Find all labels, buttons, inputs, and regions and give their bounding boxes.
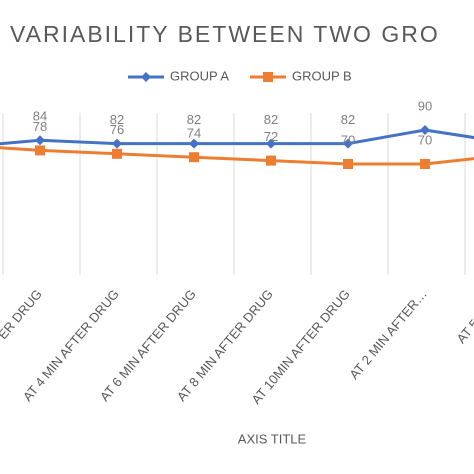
point	[343, 138, 353, 149]
point	[112, 148, 122, 159]
x-axis-title: AXIS TITLE	[238, 431, 307, 446]
data-label: 82	[110, 112, 124, 127]
x-tick-label: AT 2 MIN AFTER…	[346, 286, 430, 382]
chart-title: VARIABILITY BETWEEN TWO GRO	[10, 21, 440, 47]
point	[35, 135, 45, 146]
data-label: 82	[341, 112, 355, 127]
legend-label: GROUP A	[170, 68, 229, 83]
legend-label: GROUP B	[292, 68, 352, 83]
legend-marker	[263, 72, 273, 82]
point	[266, 155, 276, 166]
point	[112, 138, 122, 149]
data-label: 70	[418, 132, 432, 147]
point	[343, 159, 353, 169]
point	[189, 138, 199, 149]
data-label: 84	[33, 109, 47, 124]
legend-marker	[141, 72, 151, 82]
x-tick-label: AT 5 MIN A	[453, 286, 474, 346]
point	[35, 145, 45, 156]
data-label: 82	[187, 112, 201, 127]
point	[420, 125, 430, 135]
series-line	[0, 128, 474, 146]
data-label: 90	[418, 98, 432, 113]
x-tick-label: ER DRUG	[0, 286, 45, 342]
data-label: 70	[341, 132, 355, 147]
point	[266, 138, 276, 149]
data-label: 82	[264, 112, 278, 127]
data-label: 76	[110, 122, 124, 137]
data-label: 78	[33, 119, 47, 134]
point	[420, 159, 430, 169]
data-label: 74	[187, 126, 201, 141]
data-label: 72	[264, 129, 278, 144]
series-line	[0, 146, 474, 166]
point	[189, 152, 199, 163]
